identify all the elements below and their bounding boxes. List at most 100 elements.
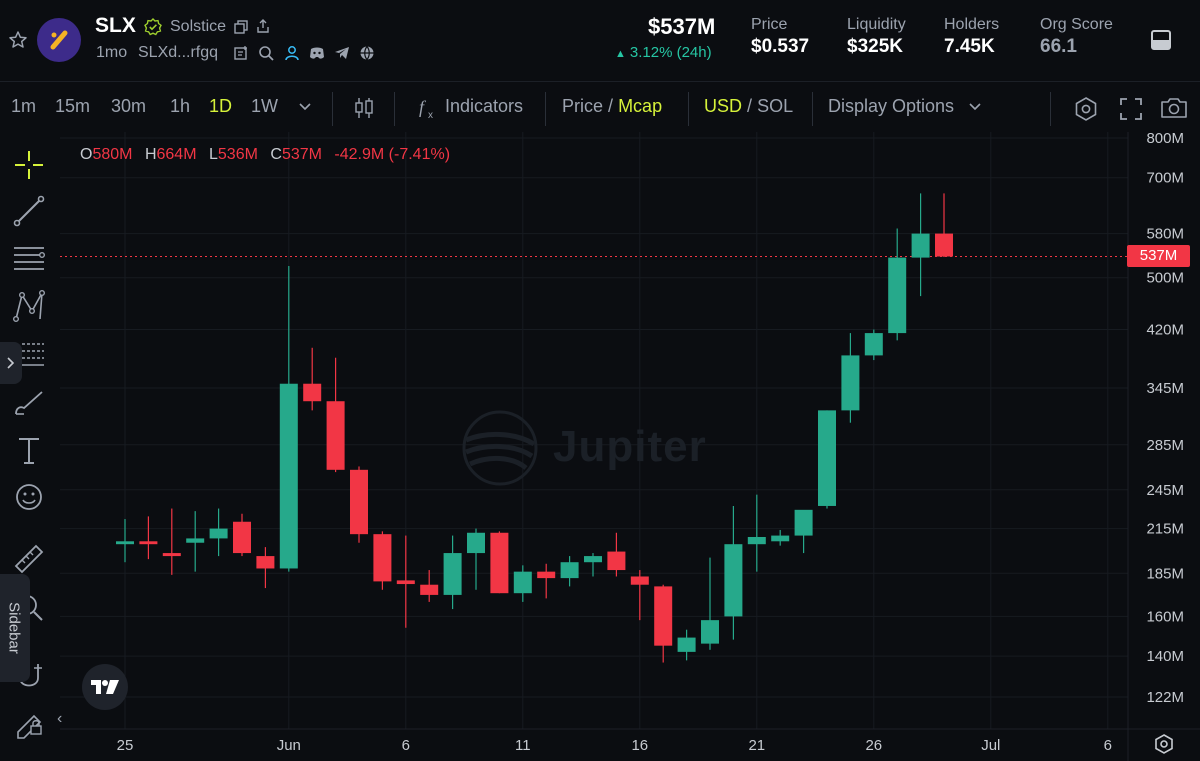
toggle-panel-button[interactable] bbox=[1151, 30, 1171, 50]
copy-name-icon[interactable] bbox=[233, 19, 249, 35]
currency-toggle[interactable]: USD / SOL bbox=[704, 96, 793, 117]
candle-body bbox=[841, 355, 860, 411]
ohlc-open: 580M bbox=[92, 146, 133, 163]
lock-drawing-icon[interactable] bbox=[12, 706, 46, 740]
toolbar-divider bbox=[332, 92, 333, 126]
chevron-down-icon[interactable] bbox=[968, 102, 982, 112]
star-icon[interactable] bbox=[8, 30, 28, 50]
stat-org-score[interactable]: Org Score 66.1 bbox=[1040, 16, 1113, 58]
x-axis: 25 Jun 6 11 16 21 26 Jul 6 bbox=[117, 737, 1112, 754]
emoji-icon[interactable] bbox=[12, 480, 46, 514]
toolbar-divider bbox=[812, 92, 813, 126]
candle bbox=[888, 228, 907, 341]
ohlc-low-key: L bbox=[208, 146, 218, 163]
price-option[interactable]: Price bbox=[562, 96, 604, 116]
candle bbox=[841, 333, 860, 423]
mcap-option[interactable]: Mcap bbox=[618, 96, 663, 116]
pattern-tool-icon[interactable] bbox=[12, 289, 46, 323]
candle-body bbox=[701, 620, 719, 644]
price-change-text: 3.12% (24h) bbox=[629, 44, 712, 61]
x-tick-label: 6 bbox=[402, 737, 410, 754]
sidebar-toggle-tab[interactable]: Sidebar bbox=[0, 574, 30, 682]
candle-body bbox=[139, 541, 158, 545]
interval-1h[interactable]: 1h bbox=[170, 96, 191, 116]
token-name: Solstice bbox=[170, 18, 227, 35]
candle-body bbox=[911, 233, 930, 258]
x-tick-label: 6 bbox=[1104, 737, 1112, 754]
fullscreen-icon[interactable] bbox=[1119, 97, 1143, 121]
stat-value: $325K bbox=[847, 36, 903, 57]
indicators-fx-icon[interactable]: f x bbox=[417, 96, 439, 120]
interval-30m[interactable]: 30m bbox=[111, 96, 147, 116]
copy-address-icon[interactable] bbox=[233, 45, 249, 61]
candles-group bbox=[116, 193, 953, 663]
stat-value: $0.537 bbox=[751, 36, 810, 57]
candle bbox=[420, 570, 439, 602]
slash-separator: / bbox=[747, 96, 753, 116]
x-tick-label: 16 bbox=[631, 737, 648, 754]
candle-body bbox=[256, 556, 275, 569]
display-options-button[interactable]: Display Options bbox=[828, 96, 955, 116]
y-tick-label: 420M bbox=[1146, 322, 1184, 339]
price-mcap-toggle[interactable]: Price / Mcap bbox=[562, 96, 662, 117]
jupiter-logo-icon bbox=[462, 410, 538, 486]
candle bbox=[139, 516, 158, 560]
horizontal-lines-icon[interactable] bbox=[12, 242, 46, 276]
candle-body bbox=[818, 410, 836, 506]
usd-option[interactable]: USD bbox=[704, 96, 743, 116]
ohlc-high: 664M bbox=[156, 146, 197, 163]
candle bbox=[467, 528, 485, 590]
user-icon[interactable] bbox=[284, 45, 300, 61]
y-tick-label: 700M bbox=[1146, 170, 1184, 187]
candle bbox=[864, 329, 883, 361]
fib-tool-icon[interactable] bbox=[12, 338, 46, 372]
ohlc-legend: O580M H664M L536M C537M -42.9M (-7.41%) bbox=[80, 146, 458, 164]
candle bbox=[233, 513, 251, 557]
tradingview-logo[interactable] bbox=[82, 664, 128, 710]
toolbar-divider bbox=[1050, 92, 1051, 126]
expand-tools-tab[interactable] bbox=[0, 342, 22, 384]
ohlc-open-key: O bbox=[80, 146, 93, 163]
text-tool-icon[interactable] bbox=[12, 433, 46, 467]
interval-15m[interactable]: 15m bbox=[55, 96, 91, 116]
discord-icon[interactable] bbox=[309, 45, 325, 61]
candle bbox=[350, 466, 368, 543]
candle-body bbox=[396, 580, 415, 585]
axis-settings-icon[interactable] bbox=[1153, 733, 1175, 755]
candle-type-icon[interactable] bbox=[353, 96, 375, 120]
camera-screenshot-icon[interactable] bbox=[1160, 96, 1188, 120]
stat-value: 7.45K bbox=[944, 36, 995, 57]
price-chart[interactable]: 800M 700M 580M 500M 420M 345M 285M 245M 215M 185M… bbox=[0, 132, 1200, 761]
candle bbox=[186, 511, 205, 572]
ohlc-close-key: C bbox=[270, 146, 282, 163]
indicators-button[interactable]: Indicators bbox=[445, 96, 524, 116]
stat-price: Price $0.537 bbox=[751, 16, 809, 58]
candle-body bbox=[209, 528, 228, 539]
candle bbox=[162, 508, 181, 575]
token-address[interactable]: SLXd...rfgq bbox=[138, 44, 219, 61]
interval-1m[interactable]: 1m bbox=[11, 96, 37, 116]
x-tick-label: 21 bbox=[748, 737, 765, 754]
trend-line-icon[interactable] bbox=[12, 194, 46, 228]
candle-body bbox=[607, 551, 626, 571]
ruler-icon[interactable] bbox=[12, 542, 46, 576]
collapse-left-chevron-icon[interactable]: ‹ bbox=[57, 710, 63, 727]
candle bbox=[303, 347, 322, 411]
stat-liquidity: Liquidity $325K bbox=[847, 16, 906, 58]
stat-label: Holders bbox=[944, 16, 1000, 33]
chevron-down-icon[interactable] bbox=[298, 102, 312, 112]
candle bbox=[935, 193, 953, 258]
chart-toolbar: 1m 15m 30m 1h 1D 1W f x Indicators Price… bbox=[0, 84, 1200, 132]
sol-option[interactable]: SOL bbox=[757, 96, 794, 116]
crosshair-icon[interactable] bbox=[12, 148, 46, 182]
brush-icon[interactable] bbox=[12, 386, 46, 420]
chart-settings-hex-icon[interactable] bbox=[1073, 96, 1099, 122]
y-tick-label: 140M bbox=[1146, 648, 1184, 665]
interval-1w[interactable]: 1W bbox=[251, 96, 278, 116]
website-globe-icon[interactable] bbox=[359, 45, 375, 61]
telegram-icon[interactable] bbox=[334, 45, 350, 61]
stat-value: 66.1 bbox=[1040, 36, 1077, 57]
search-icon[interactable] bbox=[258, 45, 274, 61]
share-icon[interactable] bbox=[255, 18, 271, 34]
interval-1d[interactable]: 1D bbox=[209, 96, 233, 116]
